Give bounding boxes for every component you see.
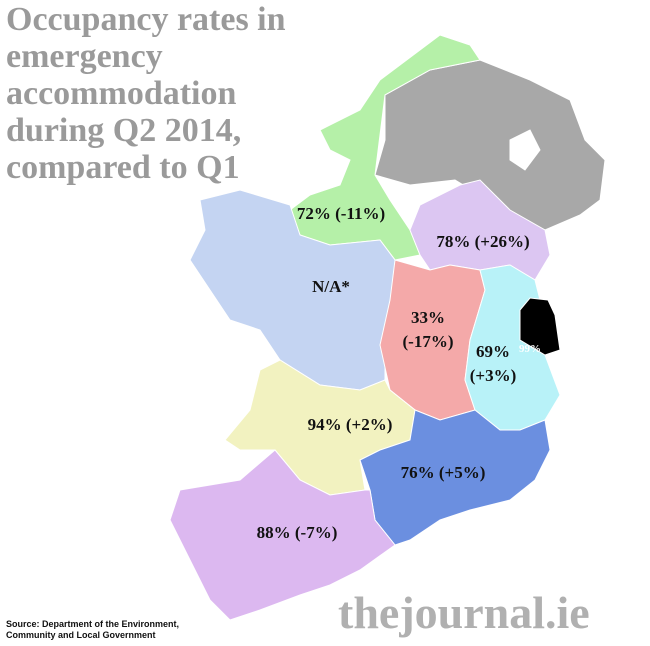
title-line: emergency — [6, 38, 163, 75]
title-line: Occupancy rates in — [6, 1, 286, 38]
region-label: 94% (+2%) — [308, 415, 393, 434]
region-label: 72% (-11%) — [297, 204, 385, 223]
region-label: 76% (+5%) — [401, 463, 486, 482]
region-label: (-17%) — [403, 332, 454, 351]
title: Occupancy rates inemergencyaccommodation… — [6, 1, 286, 186]
region-ni — [374, 59, 606, 231]
source: Source: Department of the Environment, — [6, 619, 179, 629]
logo: thejournal.ie — [338, 587, 590, 638]
region-lough — [509, 129, 541, 171]
region-labels: 72% (-11%) 78% (+26%) N/A* 33% (-17%) 69% (+3%… — [257, 204, 541, 542]
region-mid-east — [464, 264, 561, 431]
title-line: accommodation — [6, 75, 237, 112]
region-label: N/A* — [312, 277, 350, 296]
region-label: 33% — [411, 308, 445, 327]
region-south-west — [169, 449, 396, 621]
region-label: (+3%) — [470, 366, 517, 385]
region-label: 78% (+26%) — [436, 232, 529, 251]
source: Community and Local Government — [6, 630, 156, 640]
title-line: compared to Q1 — [6, 149, 240, 186]
region-label: 99% — [519, 343, 541, 355]
region-dublin — [519, 297, 561, 356]
region-label: 69% — [476, 342, 510, 361]
region-label: 88% (-7%) — [257, 523, 338, 542]
title-line: during Q2 2014, — [6, 112, 241, 149]
